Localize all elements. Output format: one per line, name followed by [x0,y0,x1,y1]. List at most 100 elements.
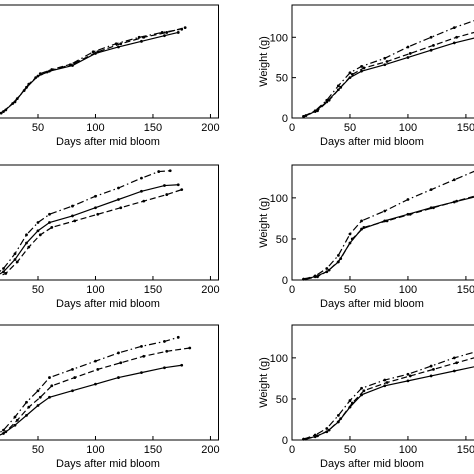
point [313,433,317,437]
series-line [0,170,171,273]
point [180,27,184,31]
series-line [0,364,182,436]
point [25,413,28,417]
x-axis-label: Days after mid bloom [320,136,424,148]
point [34,76,38,80]
x-tick-label: 100 [86,444,104,456]
point [452,178,456,182]
y-tick-label: 0 [282,275,288,287]
point [140,39,143,43]
point [117,45,120,49]
point [327,268,331,272]
point [362,226,366,229]
point [163,340,166,343]
point [336,253,340,257]
point [360,69,363,73]
point [336,413,340,417]
point [452,356,456,360]
x-tick-label: 200 [201,444,219,456]
point [180,363,184,367]
x-tick-label: 50 [344,122,356,134]
point [432,206,435,210]
series-line [303,20,474,117]
point [339,417,343,421]
point [13,258,17,261]
point [183,26,187,29]
point [50,384,54,388]
x-tick-label: 100 [86,122,104,134]
point [50,226,54,229]
series-line [303,351,474,440]
point [48,376,51,379]
x-tick-label: 50 [344,284,356,296]
point [94,194,97,198]
point [22,89,26,92]
x-tick-label: 100 [399,122,417,134]
series-line [305,31,474,117]
point [313,109,317,113]
axes-box [291,324,474,441]
point [71,389,74,393]
y-tick-label: 50 [276,73,288,85]
point [406,379,410,383]
point [385,60,389,63]
point [4,272,8,275]
point [406,198,410,201]
point [36,404,40,407]
series-line [0,336,179,434]
x-tick-label: 150 [457,284,474,296]
series-line [0,28,182,115]
axes-box [0,164,219,281]
y-tick-label: 0 [282,435,288,447]
point [45,70,49,74]
point [408,374,412,378]
axes-box [0,324,219,441]
point [119,361,123,365]
point [350,401,354,405]
point [383,63,387,67]
point [429,35,433,39]
point [325,427,329,430]
point [429,364,433,368]
point [73,376,77,379]
point [114,42,118,46]
x-axis-label: Days after mid bloom [56,458,160,470]
point [165,193,169,196]
point [140,189,143,193]
point [4,430,8,434]
series-line [305,195,474,280]
point [406,45,410,49]
point [408,52,412,55]
point [91,50,95,54]
point [142,199,146,203]
x-axis-label: Days after mid bloom [320,298,424,310]
point [429,374,433,378]
point [302,277,305,281]
x-tick-label: 200 [201,284,219,296]
y-tick-label: 50 [276,234,288,246]
point [13,252,17,256]
x-axis-label: Days after mid bloom [56,136,160,148]
point [385,219,389,223]
point [36,389,40,393]
point [350,73,354,76]
point [432,367,435,371]
series-line [303,37,474,117]
point [455,199,459,203]
point [119,206,123,210]
y-tick-label: 100 [270,32,288,44]
point [117,376,120,379]
point [71,204,74,208]
point [383,209,387,213]
point [73,219,77,223]
x-tick-label: 50 [32,122,44,134]
point [2,270,5,274]
point [38,233,42,237]
x-axis-label: Days after mid bloom [320,458,424,470]
point [429,188,433,192]
series-line [0,347,190,436]
point [140,176,143,180]
point [38,72,42,76]
point [406,56,410,59]
